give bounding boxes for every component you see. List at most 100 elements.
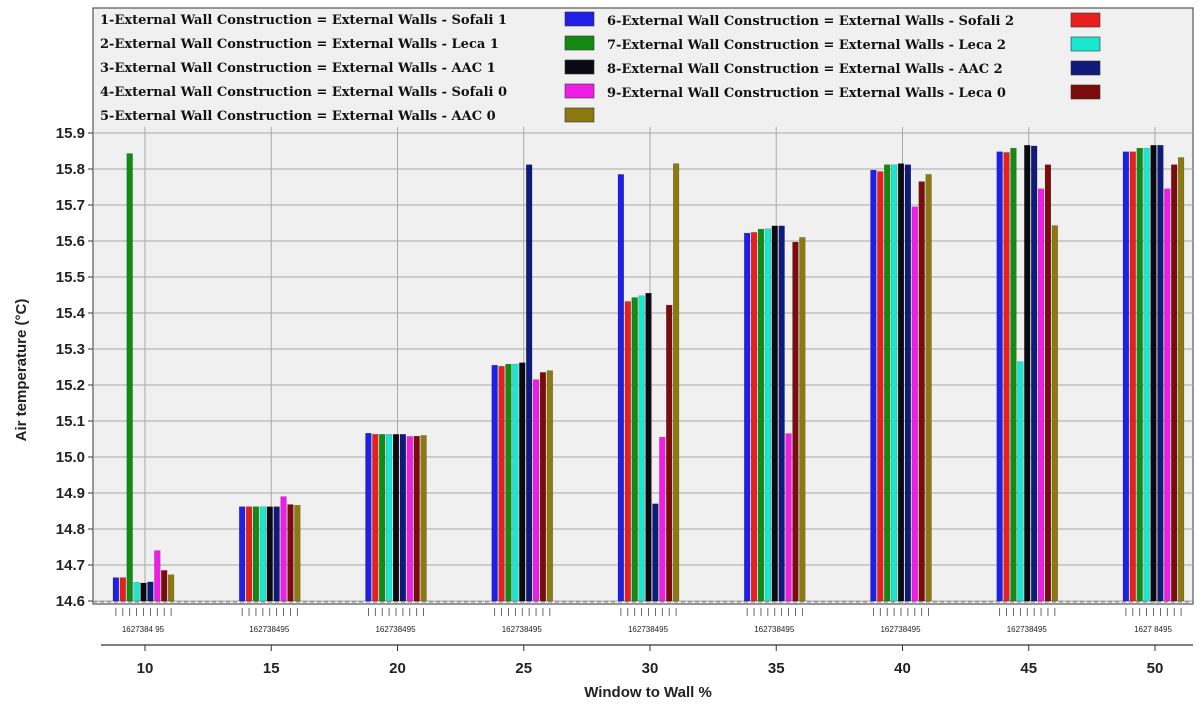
bar-3-45 bbox=[1024, 145, 1031, 602]
bar-9-20 bbox=[413, 435, 420, 602]
y-tick-label: 14.8 bbox=[56, 521, 85, 538]
bar-8-30 bbox=[652, 503, 659, 602]
bar-8-40 bbox=[904, 164, 912, 602]
legend-label: 9-External Wall Construction = External … bbox=[607, 86, 1006, 101]
x-tick-label: 25 bbox=[515, 660, 532, 677]
bar-2-35 bbox=[757, 228, 765, 602]
bar-3-35 bbox=[771, 225, 778, 602]
bar-7-45 bbox=[1017, 361, 1024, 602]
x-tick-label: 45 bbox=[1020, 660, 1037, 677]
bar-5-20 bbox=[420, 435, 427, 602]
y-tick-label: 15.7 bbox=[56, 197, 85, 214]
x-axis-title: Window to Wall % bbox=[584, 684, 712, 701]
legend-swatch bbox=[564, 107, 595, 123]
bar-4-45 bbox=[1037, 188, 1045, 602]
bar-3-10 bbox=[140, 582, 147, 602]
legend-label: 7-External Wall Construction = External … bbox=[607, 38, 1006, 53]
bar-8-10 bbox=[147, 581, 154, 602]
bar-1-10 bbox=[112, 577, 120, 602]
legend-swatch bbox=[1070, 60, 1101, 76]
bar-6-45 bbox=[1003, 152, 1010, 602]
bar-9-25 bbox=[539, 372, 547, 602]
bar-2-40 bbox=[884, 164, 891, 602]
bar-2-15 bbox=[252, 506, 260, 602]
bar-4-50 bbox=[1164, 188, 1171, 602]
y-tick-label: 15.0 bbox=[56, 449, 85, 466]
bar-2-30 bbox=[631, 297, 638, 602]
legend-swatch bbox=[1070, 36, 1101, 52]
bar-2-25 bbox=[505, 363, 512, 602]
bar-5-10 bbox=[167, 574, 175, 602]
y-tick-label: 15.8 bbox=[56, 161, 85, 178]
y-axis-title: Air temperature (°C) bbox=[13, 299, 30, 442]
bar-7-30 bbox=[638, 295, 645, 602]
bar-1-25 bbox=[491, 365, 498, 602]
bar-9-50 bbox=[1171, 164, 1178, 602]
bar-8-45 bbox=[1031, 145, 1038, 602]
bar-order-label: 162738495 bbox=[375, 625, 416, 634]
bar-7-25 bbox=[512, 363, 519, 602]
bar-7-35 bbox=[764, 228, 771, 602]
bar-8-20 bbox=[399, 434, 407, 602]
bar-4-35 bbox=[785, 433, 792, 602]
bar-5-50 bbox=[1177, 157, 1185, 602]
bar-6-50 bbox=[1129, 151, 1136, 602]
y-tick-label: 14.7 bbox=[56, 557, 85, 574]
legend-label: 5-External Wall Construction = External … bbox=[100, 109, 496, 124]
bar-3-50 bbox=[1150, 145, 1157, 602]
legend-swatch bbox=[564, 11, 595, 27]
legend-label: 4-External Wall Construction = External … bbox=[100, 85, 507, 100]
bar-1-45 bbox=[996, 151, 1003, 602]
bar-6-30 bbox=[624, 301, 631, 602]
legend-label: 1-External Wall Construction = External … bbox=[100, 13, 507, 28]
legend-label: 6-External Wall Construction = External … bbox=[607, 14, 1014, 29]
bar-4-15 bbox=[280, 496, 287, 602]
y-tick-label: 15.6 bbox=[56, 233, 85, 250]
bar-8-15 bbox=[273, 506, 280, 602]
bar-7-15 bbox=[259, 506, 266, 602]
bar-7-50 bbox=[1143, 147, 1150, 602]
legend-swatch bbox=[1070, 12, 1101, 28]
y-tick-label: 15.3 bbox=[56, 341, 85, 358]
bar-4-30 bbox=[659, 437, 666, 602]
bar-order-label: 162738495 bbox=[754, 625, 795, 634]
bar-order-label: 1627 8495 bbox=[1134, 625, 1172, 634]
bar-2-50 bbox=[1136, 147, 1143, 602]
legend-swatch bbox=[564, 59, 595, 75]
bar-2-20 bbox=[379, 434, 386, 602]
bar-order-label: 162738495 bbox=[1007, 625, 1048, 634]
bar-5-25 bbox=[546, 370, 553, 602]
bar-9-10 bbox=[161, 570, 168, 602]
x-tick-label: 10 bbox=[137, 660, 154, 677]
bar-7-40 bbox=[891, 164, 898, 602]
bar-4-40 bbox=[911, 206, 918, 602]
bar-5-35 bbox=[799, 237, 806, 602]
bar-9-30 bbox=[666, 304, 673, 602]
bar-5-15 bbox=[294, 505, 301, 602]
bar-6-40 bbox=[877, 171, 884, 602]
bar-1-20 bbox=[365, 433, 372, 602]
bar-6-10 bbox=[119, 577, 126, 602]
bar-order-label: 162738495 bbox=[628, 625, 669, 634]
bar-3-15 bbox=[266, 506, 273, 602]
bar-3-25 bbox=[519, 362, 526, 602]
bar-5-40 bbox=[925, 174, 932, 602]
x-tick-label: 20 bbox=[389, 660, 406, 677]
bar-1-35 bbox=[744, 232, 751, 602]
bar-7-20 bbox=[386, 434, 393, 602]
bar-5-30 bbox=[673, 163, 680, 602]
legend-swatch bbox=[564, 83, 595, 99]
x-tick-label: 50 bbox=[1147, 660, 1164, 677]
bar-6-35 bbox=[750, 232, 758, 602]
bar-7-10 bbox=[133, 582, 140, 602]
bar-8-50 bbox=[1157, 145, 1164, 602]
bar-8-25 bbox=[526, 164, 533, 602]
bar-order-label: 162738495 bbox=[880, 625, 921, 634]
bar-order-label: 162738495 bbox=[502, 625, 543, 634]
y-tick-label: 15.5 bbox=[56, 269, 85, 286]
x-tick-label: 30 bbox=[642, 660, 659, 677]
bar-4-10 bbox=[154, 550, 161, 602]
legend-swatch bbox=[1070, 84, 1101, 100]
bar-8-35 bbox=[778, 225, 785, 602]
